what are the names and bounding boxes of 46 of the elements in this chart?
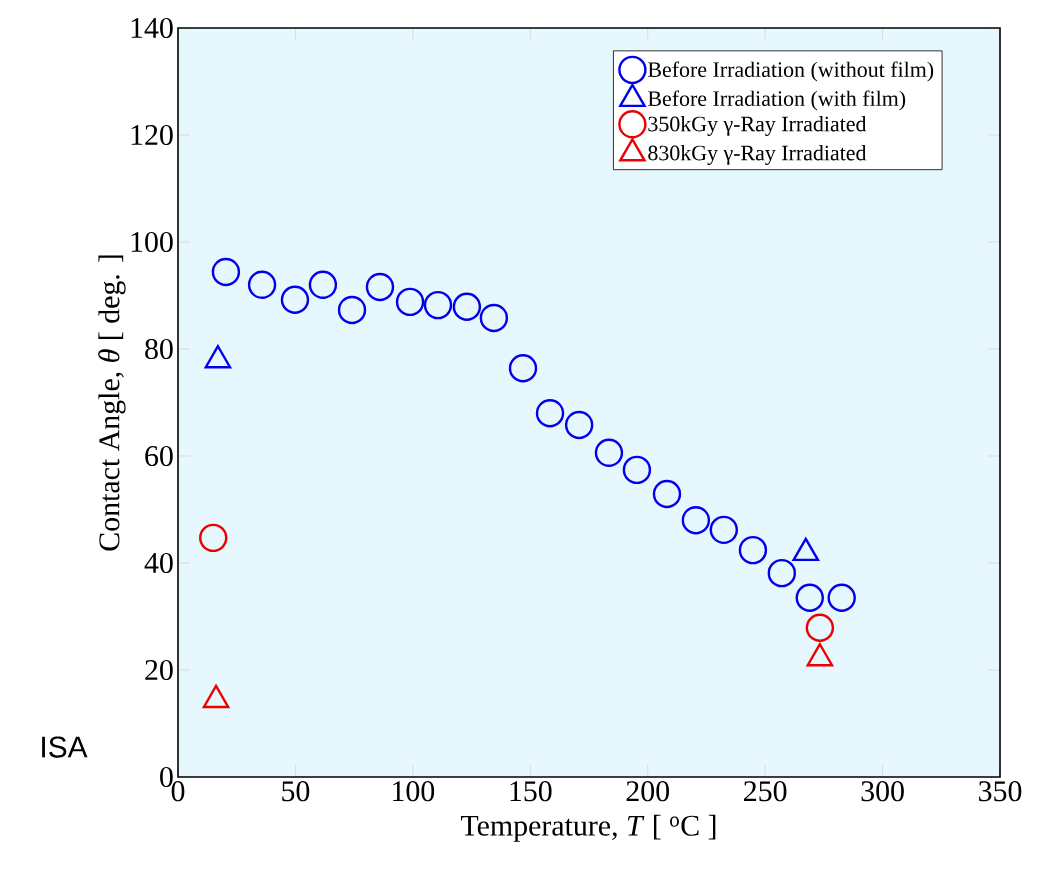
point (622, 455, 652, 485)
point (652, 479, 682, 509)
point (365, 272, 395, 302)
y-tick-label: 80 (145, 338, 173, 360)
y-tick-label: 0 (160, 766, 173, 788)
point (767, 558, 797, 588)
y-axis-title: Contact Angle, θ [ deg. ] (98, 255, 126, 551)
point (395, 287, 425, 317)
x-tick-label: 350 (979, 781, 1022, 802)
y-tick-label: 40 (144, 552, 173, 574)
point (211, 257, 241, 287)
x-tick-label: 100 (393, 781, 435, 802)
x-tick-label: 300 (861, 781, 904, 802)
point (564, 410, 594, 440)
point (479, 303, 509, 333)
point (280, 285, 310, 314)
x-tick-label: 50 (282, 781, 310, 802)
y-tick-label: 120 (131, 124, 173, 146)
point (535, 399, 565, 428)
text: ISA (42, 736, 88, 758)
point (709, 515, 739, 545)
point (738, 535, 768, 565)
x-axis-title: Temperature, T [ $^{o}$C ] (460, 814, 716, 842)
legend-label: 350kGy γ-Ray Irradiated (648, 115, 867, 136)
y-tick-label: 140 (131, 17, 173, 39)
point (508, 354, 538, 383)
point (423, 290, 453, 320)
point (805, 613, 835, 642)
y-tick-label: 20 (145, 659, 173, 681)
point (795, 583, 824, 612)
legend-label: 830kGy γ-Ray Irradiated (648, 144, 867, 165)
point (247, 270, 277, 299)
legend-label: Before Irradiation (with film) (648, 90, 906, 111)
x-tick-label: 200 (626, 781, 669, 802)
point (681, 506, 711, 535)
point (594, 438, 624, 467)
point (827, 583, 856, 612)
point (337, 295, 367, 325)
y-tick-label: 60 (145, 445, 173, 467)
x-tick-label: 250 (744, 781, 787, 802)
legend-label: Before Irradiation (without film) (648, 61, 934, 82)
y-tick-label: 100 (131, 231, 173, 253)
point (452, 292, 482, 321)
point (199, 523, 228, 553)
point (308, 270, 338, 299)
x-tick-label: 150 (510, 781, 552, 802)
